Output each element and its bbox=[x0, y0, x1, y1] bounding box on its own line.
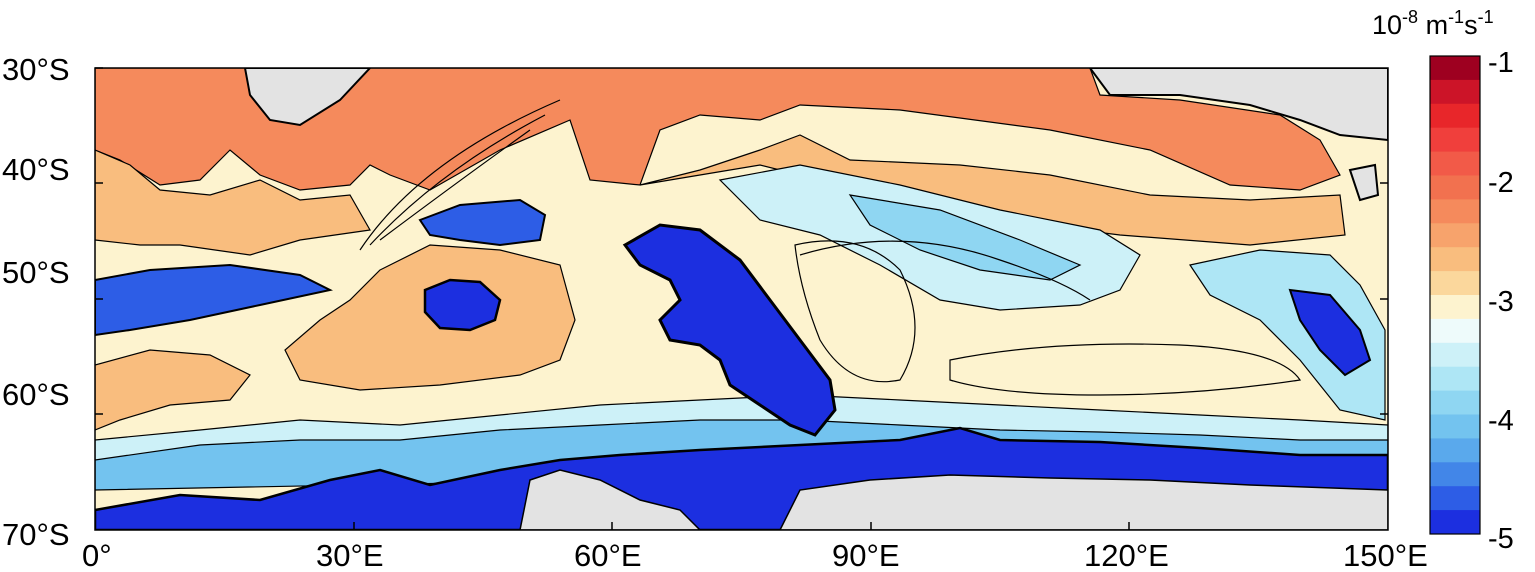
land-africa bbox=[243, 68, 372, 127]
colorbar-label-neg1: -1 bbox=[1488, 47, 1514, 79]
colorbar-swatch bbox=[1430, 342, 1480, 368]
colorbar-swatch bbox=[1430, 56, 1480, 81]
colorbar-swatch bbox=[1430, 199, 1480, 224]
lon-label-90e: 90°E bbox=[832, 538, 900, 572]
contour-band-east-lightblue bbox=[1189, 249, 1386, 421]
colorbar-label-neg5: -5 bbox=[1488, 523, 1514, 555]
land-antarctica bbox=[519, 469, 1388, 530]
unit-exp: -8 bbox=[1402, 7, 1418, 27]
colorbar-swatch bbox=[1430, 223, 1480, 248]
contour-band-west-lightorange bbox=[95, 149, 371, 256]
lat-label-60s: 60°S bbox=[2, 377, 70, 412]
contour-band-center-blue bbox=[848, 194, 1082, 281]
colorbar-swatch bbox=[1430, 79, 1480, 105]
colorbar-label-neg3: -3 bbox=[1488, 286, 1514, 318]
lat-label-30s: 30°S bbox=[2, 52, 70, 87]
colorbar-label-neg2: -2 bbox=[1488, 167, 1514, 199]
contour-lines-fine bbox=[359, 99, 1302, 396]
colorbar-swatch bbox=[1430, 247, 1480, 272]
colorbar-swatch bbox=[1430, 295, 1480, 320]
lon-label-120e: 120°E bbox=[1084, 538, 1169, 572]
colorbar-swatch bbox=[1430, 462, 1480, 487]
contour-blob-east-dark bbox=[1288, 288, 1372, 377]
colorbar-swatch bbox=[1430, 438, 1480, 463]
colorbar-swatch bbox=[1430, 390, 1480, 415]
contour-blob-kerguelen bbox=[622, 223, 837, 437]
lon-label-30e: 30°E bbox=[316, 538, 384, 572]
lon-label-0: 0° bbox=[82, 538, 112, 572]
unit-m-exp: -1 bbox=[1448, 7, 1464, 27]
colorbar-swatch bbox=[1430, 175, 1480, 200]
colorbar-swatch bbox=[1430, 103, 1480, 129]
contour-field bbox=[95, 68, 1388, 530]
colorbar-frame bbox=[1429, 55, 1481, 535]
lat-label-40s: 40°S bbox=[2, 152, 70, 187]
colorbar-swatch bbox=[1430, 414, 1480, 439]
contour-blob-southwest bbox=[95, 263, 333, 337]
unit-base: 10 bbox=[1372, 10, 1402, 40]
unit-s: s bbox=[1464, 10, 1478, 40]
land-tasmania bbox=[1348, 163, 1380, 202]
colorbar-swatch bbox=[1430, 510, 1480, 535]
contour-band-north-orange bbox=[95, 68, 1341, 191]
colorbar-swatch bbox=[1430, 318, 1480, 344]
colorbar-label-neg4: -4 bbox=[1488, 405, 1514, 437]
contour-band-west-south-lightorange bbox=[95, 349, 251, 431]
colorbar-swatch bbox=[1430, 366, 1480, 392]
unit-m: m bbox=[1418, 10, 1448, 40]
unit-s-exp: -1 bbox=[1478, 7, 1494, 27]
colorbar-swatch bbox=[1430, 486, 1480, 511]
lat-ticks bbox=[95, 67, 1388, 530]
colorbar-unit: 10-8 m-1s-1 bbox=[1372, 7, 1494, 40]
colorbar bbox=[1430, 56, 1480, 535]
lon-label-150e: 150°E bbox=[1343, 538, 1428, 572]
land-australia bbox=[1088, 68, 1388, 142]
colorbar-swatch bbox=[1430, 271, 1480, 296]
contour-blob-crozet bbox=[423, 278, 502, 332]
colorbar-swatch bbox=[1430, 127, 1480, 153]
lat-label-50s: 50°S bbox=[2, 255, 70, 290]
lat-label-70s: 70°S bbox=[2, 517, 70, 552]
contour-blob-ridge bbox=[418, 198, 547, 247]
colorbar-swatch bbox=[1430, 151, 1480, 176]
lon-label-60e: 60°E bbox=[574, 538, 642, 572]
